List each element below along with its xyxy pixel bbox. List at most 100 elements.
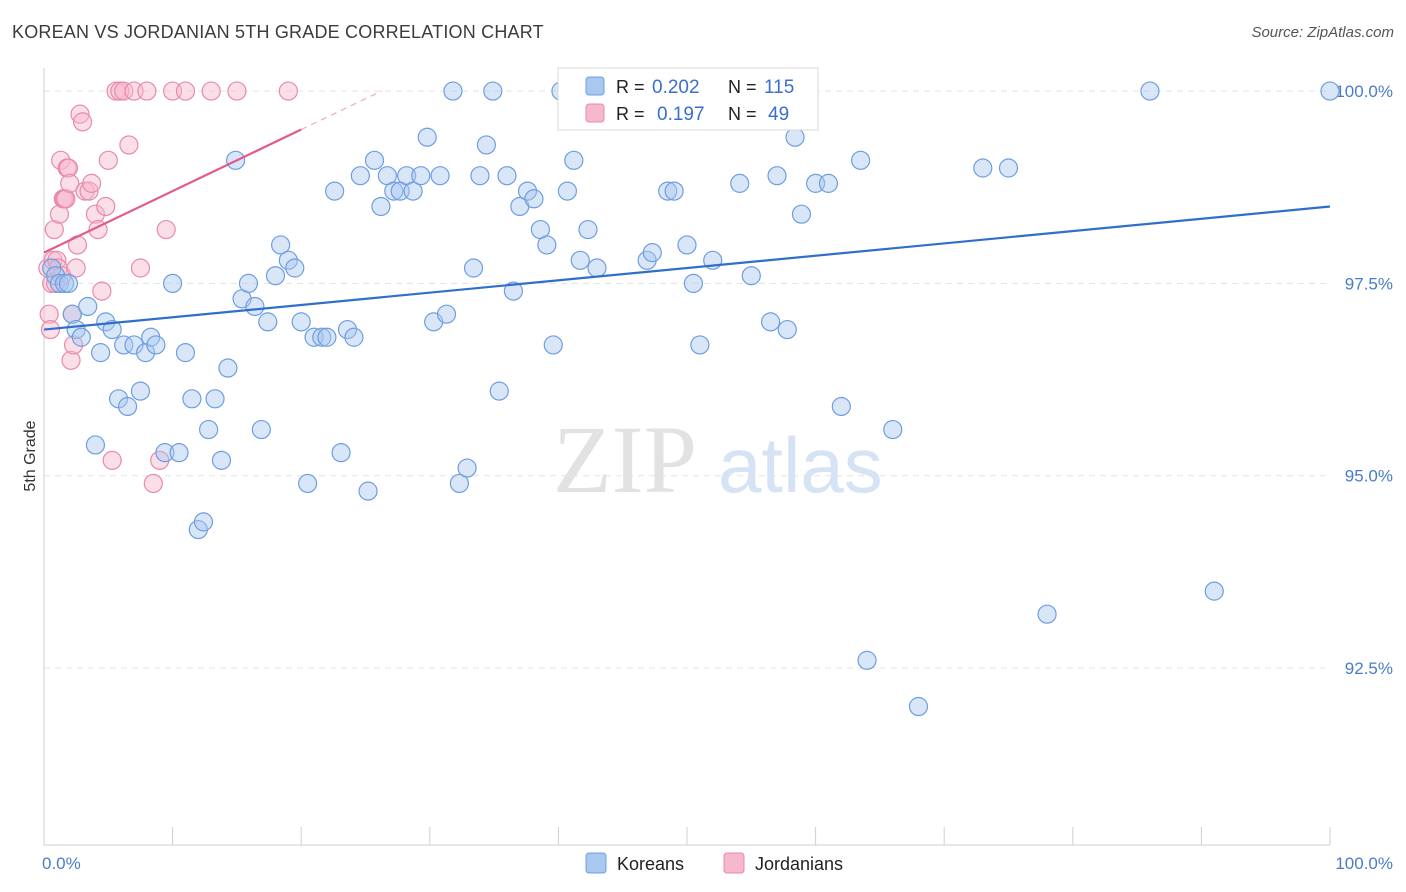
korean-point-84 — [570, 250, 590, 270]
korean-point-95 — [690, 335, 710, 355]
jordanian-point-47 — [227, 81, 247, 101]
korean-point-76 — [517, 181, 538, 201]
korean-point-30 — [211, 450, 232, 470]
korean-point-41 — [285, 258, 305, 278]
korean-point-45 — [312, 327, 332, 347]
legend-bottom-label-jordanians: Jordanians — [755, 854, 843, 874]
korean-point-85 — [578, 219, 598, 240]
korean-point-104 — [791, 204, 812, 224]
jordanian-point-24 — [72, 112, 93, 132]
korean-point-73 — [497, 166, 517, 186]
korean-point-113 — [998, 158, 1019, 178]
korean-point-38 — [265, 266, 286, 286]
y-tick-label-2: 97.5% — [1345, 274, 1393, 293]
korean-point-8 — [78, 296, 98, 317]
korean-point-68 — [463, 258, 484, 278]
korean-point-108 — [851, 150, 871, 170]
trendline-jordanians-extension — [300, 90, 382, 131]
korean-point-53 — [364, 150, 385, 170]
korean-point-22 — [163, 273, 183, 294]
legend-swatch-koreans — [585, 76, 605, 96]
korean-point-72 — [489, 381, 509, 401]
x-tick-label-0: 0.0% — [42, 854, 81, 873]
korean-point-101 — [767, 166, 787, 186]
korean-point-115 — [1140, 81, 1160, 101]
jordanian-point-33 — [102, 450, 122, 470]
legend-bottom-label-koreans: Koreans — [617, 854, 684, 874]
jordanian-point-46 — [201, 81, 221, 101]
jordanian-point-21 — [66, 258, 86, 278]
korean-point-48 — [331, 443, 351, 463]
korean-point-114 — [1037, 604, 1057, 624]
korean-point-79 — [537, 235, 557, 255]
jordanian-point-5 — [44, 219, 64, 240]
korean-point-12 — [102, 319, 122, 340]
jordanian-point-23 — [70, 104, 90, 124]
korean-point-23 — [169, 443, 189, 463]
korean-point-21 — [155, 443, 175, 463]
korean-point-83 — [564, 150, 584, 170]
korean-point-31 — [218, 358, 238, 378]
korean-point-59 — [403, 181, 423, 201]
korean-point-50 — [344, 327, 364, 347]
korean-point-112 — [973, 158, 993, 178]
korean-point-91 — [658, 181, 678, 201]
legend-n-label-jordanians: N = — [728, 104, 757, 124]
korean-point-46 — [317, 327, 337, 347]
korean-point-56 — [384, 181, 404, 201]
korean-point-52 — [358, 481, 378, 501]
legend-n-label-koreans: N = — [728, 77, 757, 97]
trendlines — [43, 90, 1331, 331]
jordanian-point-39 — [130, 258, 151, 278]
jordanian-point-17 — [60, 173, 80, 193]
jordanian-point-30 — [92, 281, 112, 301]
korean-point-17 — [130, 381, 151, 401]
korean-point-80 — [543, 335, 563, 355]
korean-point-4 — [58, 273, 79, 294]
korean-point-39 — [271, 235, 291, 255]
korean-point-40 — [278, 250, 298, 270]
korean-point-10 — [90, 343, 111, 363]
korean-point-86 — [587, 258, 607, 278]
jordanian-point-45 — [175, 81, 196, 101]
legend-r-label-koreans: R = — [616, 77, 645, 97]
jordanian-point-20 — [63, 335, 84, 355]
jordanian-point-41 — [143, 473, 163, 494]
korean-point-34 — [238, 273, 259, 294]
watermark-zip: ZIP — [553, 406, 697, 513]
watermark-atlas: atlas — [718, 421, 883, 509]
jordanian-point-27 — [81, 173, 102, 193]
chart-title: KOREAN VS JORDANIAN 5TH GRADE CORRELATIO… — [12, 22, 544, 42]
gridlines — [44, 90, 1330, 669]
y-axis-label: 5th Grade — [22, 420, 39, 491]
korean-point-37 — [258, 312, 278, 332]
korean-point-67 — [457, 458, 477, 478]
korean-point-93 — [677, 235, 697, 255]
korean-point-109 — [857, 650, 877, 670]
korean-point-29 — [205, 389, 225, 409]
korean-point-102 — [777, 319, 797, 340]
korean-point-65 — [443, 81, 463, 101]
korean-point-61 — [417, 127, 437, 147]
korean-point-43 — [298, 473, 318, 494]
korean-point-103 — [785, 127, 805, 147]
korean-point-107 — [831, 396, 851, 417]
korean-point-49 — [337, 319, 358, 340]
chart-source: Source: ZipAtlas.com — [1251, 24, 1394, 41]
legend-bottom-swatch-koreans — [585, 852, 607, 874]
korean-point-117 — [1320, 81, 1340, 101]
korean-point-36 — [251, 419, 271, 440]
korean-point-100 — [760, 312, 781, 332]
korean-point-106 — [818, 173, 839, 193]
korean-point-92 — [664, 181, 684, 201]
korean-point-47 — [325, 181, 345, 201]
jordanian-point-40 — [137, 81, 157, 101]
korean-point-7 — [71, 327, 91, 347]
korean-point-16 — [124, 335, 144, 355]
jordanian-point-16 — [58, 158, 79, 178]
korean-point-28 — [199, 419, 219, 440]
legend-r-value-koreans: 0.202 — [652, 77, 700, 98]
jordanian-point-26 — [79, 181, 99, 201]
legend-n-value-koreans: 115 — [764, 77, 794, 98]
korean-point-63 — [430, 166, 450, 186]
